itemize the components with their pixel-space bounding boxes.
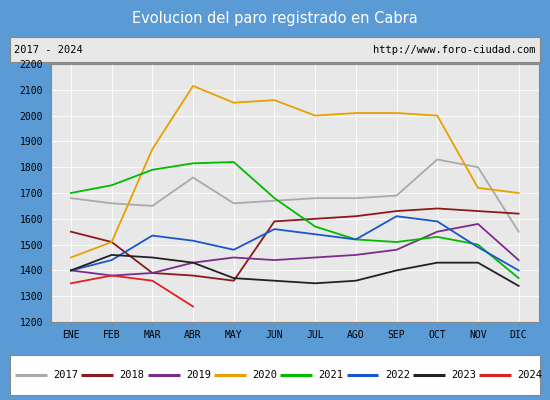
Text: 2023: 2023	[451, 370, 476, 380]
Text: 2020: 2020	[252, 370, 277, 380]
Text: 2024: 2024	[518, 370, 542, 380]
Text: 2018: 2018	[120, 370, 145, 380]
Text: 2021: 2021	[318, 370, 344, 380]
Text: 2017: 2017	[53, 370, 79, 380]
Text: 2022: 2022	[385, 370, 410, 380]
Text: 2017 - 2024: 2017 - 2024	[14, 45, 83, 55]
Text: http://www.foro-ciudad.com: http://www.foro-ciudad.com	[373, 45, 536, 55]
Text: 2019: 2019	[186, 370, 211, 380]
Text: Evolucion del paro registrado en Cabra: Evolucion del paro registrado en Cabra	[132, 12, 418, 26]
